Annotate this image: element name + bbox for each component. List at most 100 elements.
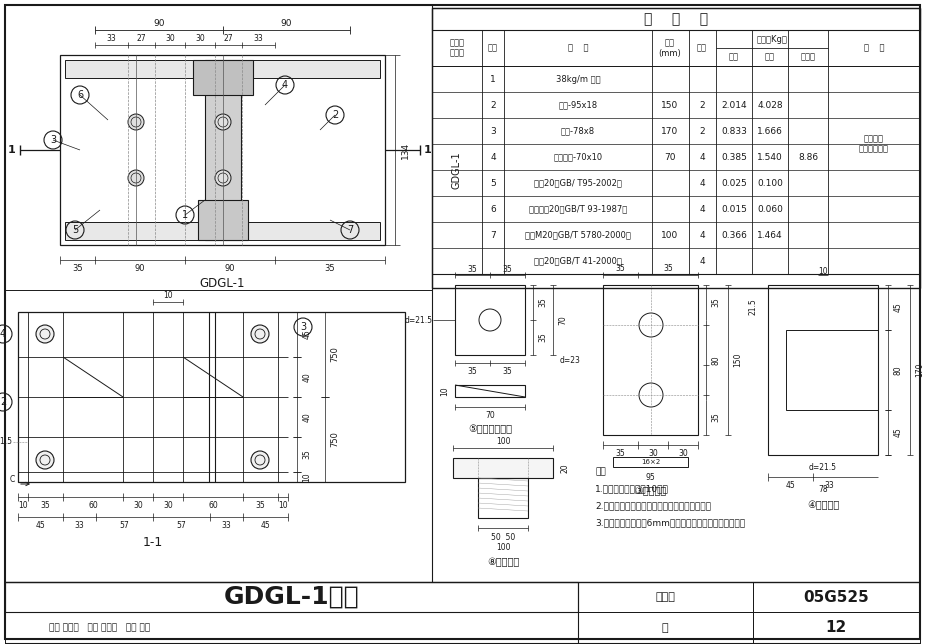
Text: 21.5: 21.5 xyxy=(748,299,758,316)
Text: ⑤橔形垫板详图: ⑤橔形垫板详图 xyxy=(468,424,512,434)
Text: 80: 80 xyxy=(894,365,903,375)
Text: 750: 750 xyxy=(330,346,339,363)
Bar xyxy=(578,612,753,644)
Text: 30: 30 xyxy=(166,33,175,43)
Bar xyxy=(65,60,380,78)
Text: 45: 45 xyxy=(302,330,312,339)
Text: 单重: 单重 xyxy=(729,53,739,61)
Text: 0.366: 0.366 xyxy=(722,231,747,240)
Bar xyxy=(455,385,525,397)
Text: 134: 134 xyxy=(401,142,410,158)
Text: ③压板详图: ③压板详图 xyxy=(635,486,667,496)
Circle shape xyxy=(251,325,269,343)
Text: 20: 20 xyxy=(561,463,570,473)
Text: 78: 78 xyxy=(819,486,828,495)
Text: 95: 95 xyxy=(646,473,656,482)
Text: 页: 页 xyxy=(661,623,668,633)
Bar xyxy=(18,312,405,482)
Text: 100: 100 xyxy=(496,437,511,446)
Text: 2: 2 xyxy=(490,100,496,109)
Text: 规    格: 规 格 xyxy=(568,44,588,53)
Text: 750: 750 xyxy=(330,431,339,448)
Bar xyxy=(192,60,253,95)
Circle shape xyxy=(128,170,144,186)
Text: 33: 33 xyxy=(222,520,231,529)
Bar xyxy=(453,458,553,478)
Text: 4: 4 xyxy=(699,153,705,162)
Text: 57: 57 xyxy=(177,520,186,529)
Text: 30: 30 xyxy=(163,500,173,509)
Text: 4.028: 4.028 xyxy=(758,100,783,109)
Text: 05G525: 05G525 xyxy=(803,589,869,605)
Text: 5: 5 xyxy=(72,225,78,235)
Text: 12: 12 xyxy=(825,621,846,636)
Text: 35: 35 xyxy=(302,450,312,459)
Circle shape xyxy=(36,325,54,343)
Text: 2.014: 2.014 xyxy=(722,100,746,109)
Text: 2: 2 xyxy=(332,110,339,120)
Text: 1.540: 1.540 xyxy=(758,153,783,162)
Text: 件号: 件号 xyxy=(488,44,498,53)
Text: 10: 10 xyxy=(819,267,828,276)
Text: ④垫板详图: ④垫板详图 xyxy=(807,500,839,510)
Text: 10: 10 xyxy=(302,472,312,482)
Text: 注：: 注： xyxy=(595,468,606,477)
Text: 150: 150 xyxy=(734,353,743,367)
Text: 0.385: 0.385 xyxy=(722,153,747,162)
Text: 1: 1 xyxy=(8,145,16,155)
Bar xyxy=(204,60,240,240)
Text: d=21.5: d=21.5 xyxy=(405,316,433,325)
Bar xyxy=(603,285,698,435)
Text: 90: 90 xyxy=(225,263,235,272)
Text: d=21.5: d=21.5 xyxy=(0,437,13,446)
Text: 0.015: 0.015 xyxy=(722,205,747,214)
Text: 16×2: 16×2 xyxy=(641,459,660,465)
Text: 1: 1 xyxy=(425,145,432,155)
Text: 6: 6 xyxy=(490,205,496,214)
Text: 40: 40 xyxy=(302,412,312,422)
Text: 33: 33 xyxy=(253,33,264,43)
Text: 33: 33 xyxy=(75,520,84,529)
Text: 0.100: 0.100 xyxy=(757,178,783,187)
Text: 150: 150 xyxy=(661,100,679,109)
Text: 5: 5 xyxy=(490,178,496,187)
Text: 螺栋M20（GB/T 5780-2000）: 螺栋M20（GB/T 5780-2000） xyxy=(525,231,631,240)
Text: 90: 90 xyxy=(280,19,292,28)
Text: 图集号: 图集号 xyxy=(655,592,675,602)
Bar xyxy=(60,55,385,245)
Text: 10: 10 xyxy=(18,500,28,509)
Text: 35: 35 xyxy=(467,366,477,375)
Text: 30: 30 xyxy=(133,500,142,509)
Text: 2: 2 xyxy=(0,397,6,407)
Bar xyxy=(768,285,878,455)
Bar xyxy=(455,285,525,355)
Bar xyxy=(432,8,920,288)
Text: 27: 27 xyxy=(224,33,233,43)
Text: 30: 30 xyxy=(195,33,204,43)
Text: d=21.5: d=21.5 xyxy=(809,462,837,471)
Text: 螺栋重量
包括螺母重量: 螺栋重量 包括螺母重量 xyxy=(859,135,889,154)
Text: 45: 45 xyxy=(894,428,903,437)
Text: 30: 30 xyxy=(678,450,688,459)
Text: ⑧螺栋详图: ⑧螺栋详图 xyxy=(487,557,519,567)
Text: 27: 27 xyxy=(137,33,146,43)
Text: 90: 90 xyxy=(153,19,165,28)
Text: 35: 35 xyxy=(538,332,548,342)
Bar xyxy=(432,8,920,30)
Text: d=23: d=23 xyxy=(561,355,581,365)
Text: 0.060: 0.060 xyxy=(757,205,783,214)
Text: 橔形垫板-70x10: 橔形垫板-70x10 xyxy=(553,153,602,162)
Text: C: C xyxy=(10,475,15,484)
Text: 4: 4 xyxy=(0,329,6,339)
Text: 35: 35 xyxy=(711,412,721,422)
Text: GDGL-1详图: GDGL-1详图 xyxy=(224,585,360,609)
Text: GDGL-1: GDGL-1 xyxy=(200,276,245,290)
Bar xyxy=(198,200,248,240)
Text: 4: 4 xyxy=(699,231,705,240)
Text: 35: 35 xyxy=(41,500,50,509)
Text: 70: 70 xyxy=(485,410,495,419)
Text: 0.833: 0.833 xyxy=(722,126,747,135)
Bar xyxy=(5,582,578,612)
Text: 35: 35 xyxy=(502,265,512,274)
Text: 35: 35 xyxy=(255,500,265,509)
